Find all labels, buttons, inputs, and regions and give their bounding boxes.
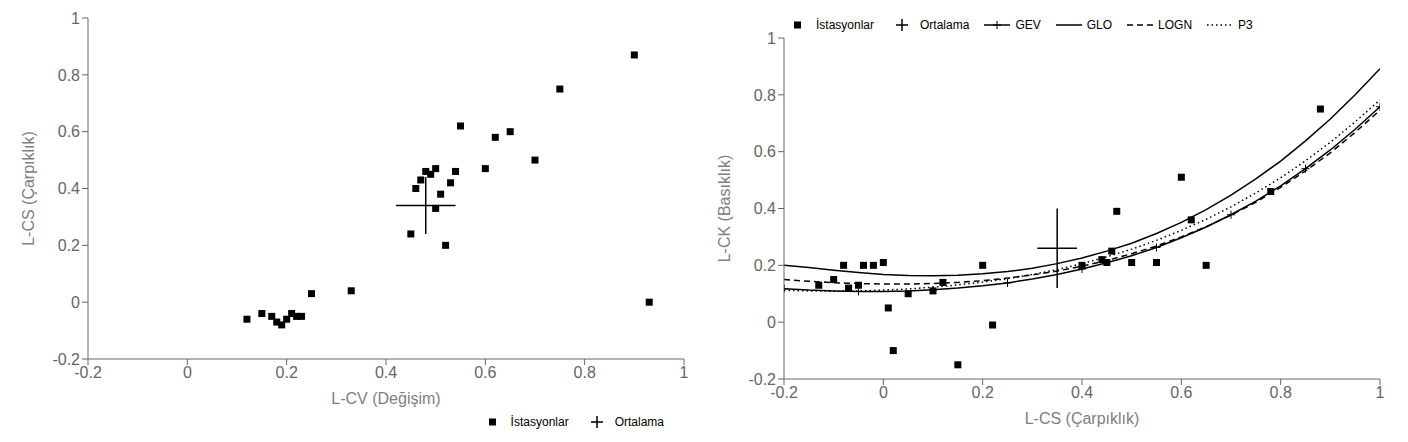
svg-text:-0.2: -0.2 <box>74 364 102 382</box>
svg-text:L-CS (Çarpıklık): L-CS (Çarpıklık) <box>1025 410 1140 427</box>
svg-text:-0.2: -0.2 <box>770 384 798 402</box>
svg-text:L-CK (Basıklık): L-CK (Basıklık) <box>716 155 733 263</box>
svg-text:1: 1 <box>71 10 80 27</box>
html-text:Ortalama: Ortalama <box>920 18 970 32</box>
svg-text:0.2: 0.2 <box>58 237 80 254</box>
html-text:İstasyonlar: İstasyonlar <box>816 18 874 32</box>
svg-text:1: 1 <box>1376 384 1385 401</box>
svg-text:L-CS (Çarpıklık): L-CS (Çarpıklık) <box>20 131 37 246</box>
svg-text:0.6: 0.6 <box>58 123 80 140</box>
svg-text:0: 0 <box>879 384 888 401</box>
svg-text:0.4: 0.4 <box>1071 384 1093 401</box>
svg-text:-0.2: -0.2 <box>52 351 80 368</box>
svg-text:0: 0 <box>71 294 80 311</box>
svg-text:0.4: 0.4 <box>754 200 776 217</box>
svg-text:0.6: 0.6 <box>754 143 776 160</box>
svg-text:1: 1 <box>767 30 776 47</box>
html-text:GEV: GEV <box>1015 18 1041 32</box>
html-text:İstasyonlar: İstasyonlar <box>510 415 569 429</box>
html-text:GLO: GLO <box>1086 18 1113 32</box>
html-text:LOGN: LOGN <box>1158 18 1193 32</box>
svg-text:0.6: 0.6 <box>1170 384 1192 401</box>
svg-text:0.4: 0.4 <box>58 180 80 197</box>
svg-text:0.4: 0.4 <box>375 364 397 381</box>
svg-text:-0.2: -0.2 <box>748 371 776 388</box>
svg-text:0.8: 0.8 <box>754 87 776 104</box>
svg-text:0.8: 0.8 <box>1270 384 1292 401</box>
svg-text:0: 0 <box>183 364 192 381</box>
svg-text:0.2: 0.2 <box>754 257 776 274</box>
html-text:P3: P3 <box>1238 18 1253 32</box>
svg-text:0.8: 0.8 <box>574 364 596 381</box>
svg-text:L-CV (Değişim): L-CV (Değişim) <box>331 390 440 407</box>
html-text:Ortalama: Ortalama <box>614 415 664 429</box>
svg-text:0.6: 0.6 <box>474 364 496 381</box>
svg-text:1: 1 <box>680 364 689 381</box>
svg-text:0.2: 0.2 <box>972 384 994 401</box>
svg-text:0: 0 <box>767 314 776 331</box>
svg-text:0.8: 0.8 <box>58 67 80 84</box>
svg-text:0.2: 0.2 <box>276 364 298 381</box>
